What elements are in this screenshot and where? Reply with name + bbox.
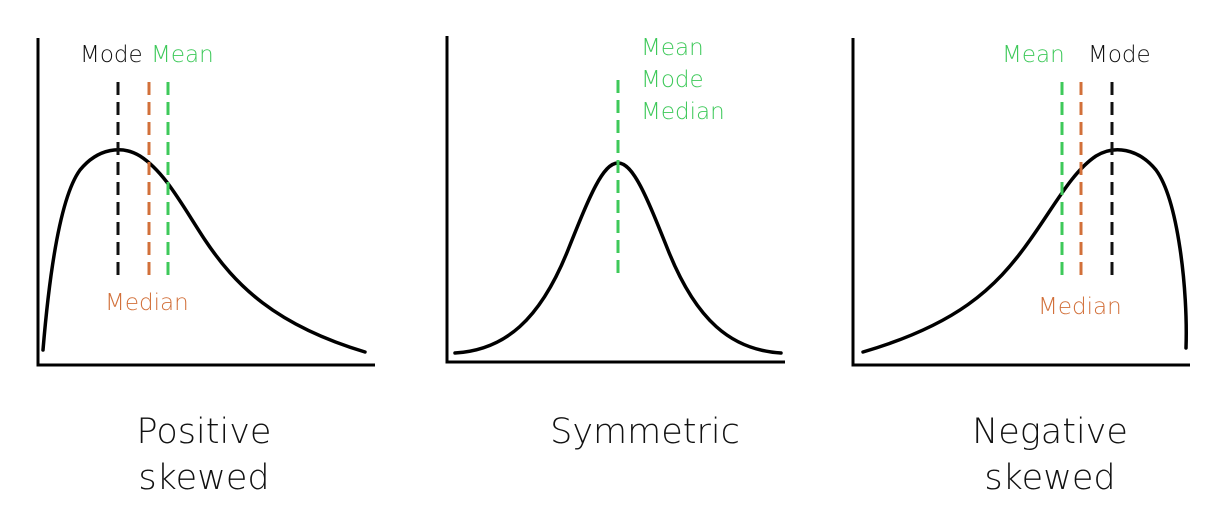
negative-title-line1: Negative (972, 412, 1128, 452)
positive-skew-curve (41, 148, 367, 354)
symmetric-median-label: Median (641, 99, 725, 125)
negative-skew-curve (861, 148, 1188, 354)
symmetric-panel: Mean Mode Median Symmetric (445, 35, 785, 452)
negative-title-line2: skewed (984, 458, 1115, 498)
positive-median-label: Median (105, 290, 189, 316)
positive-axes (36, 38, 375, 367)
positive-mean-label: Mean (151, 42, 214, 68)
symmetric-mode-label: Mode (641, 67, 704, 93)
positive-mode-label: Mode (80, 42, 143, 68)
negative-mean-label: Mean (1002, 42, 1065, 68)
symmetric-title: Symmetric (550, 412, 740, 452)
symmetric-mean-label: Mean (641, 35, 704, 61)
negative-mode-label: Mode (1088, 42, 1151, 68)
positive-title-line1: Positive (137, 412, 272, 452)
negative-skew-panel: Mean Mode Median Negative skewed (851, 38, 1190, 498)
symmetric-axes (445, 36, 785, 364)
negative-median-label: Median (1038, 294, 1122, 320)
positive-skew-panel: Mode Mean Median Positive skewed (36, 38, 375, 498)
negative-axes (851, 38, 1190, 367)
positive-title-line2: skewed (138, 458, 269, 498)
